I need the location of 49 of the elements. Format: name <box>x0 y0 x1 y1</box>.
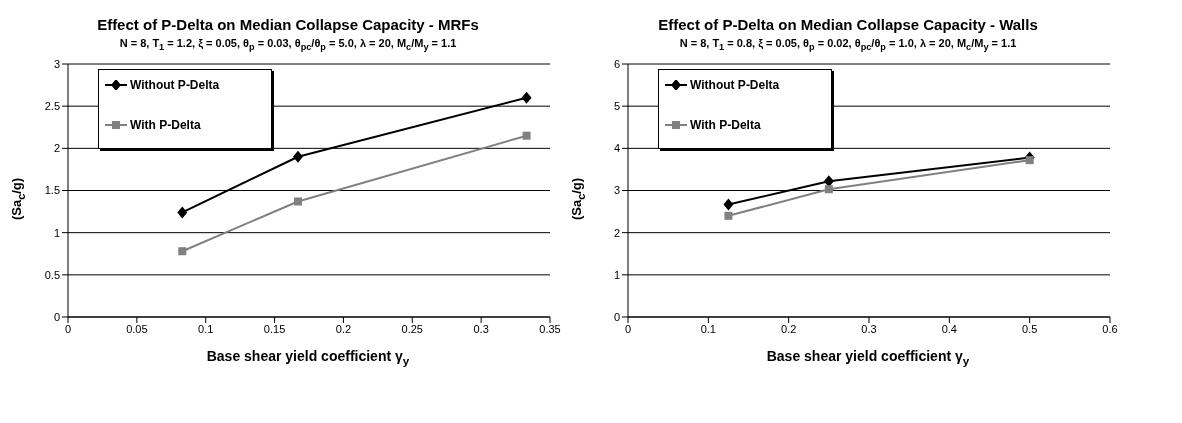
y-tick-label: 0.5 <box>44 268 60 281</box>
point <box>293 197 302 206</box>
point <box>292 150 303 163</box>
x-tick-label: 0 <box>64 323 72 335</box>
x-tick-label: 0.2 <box>781 323 797 335</box>
point <box>522 131 531 140</box>
chart-title: Effect of P-Delta on Median Collapse Capacity - MRFs <box>96 16 480 33</box>
y-tick-label: 6 <box>613 58 620 71</box>
y-tick-label: 2 <box>53 142 60 155</box>
legend-label: With P-Delta <box>690 118 761 133</box>
legend-label: With P-Delta <box>130 118 201 133</box>
point <box>521 91 532 104</box>
x-tick-label: 0.6 <box>1102 323 1118 335</box>
point <box>1025 156 1034 165</box>
x-tick-label: 0.1 <box>198 323 214 335</box>
x-tick-label: 0.3 <box>473 323 489 335</box>
x-tick-label: 0.4 <box>941 323 957 335</box>
x-tick-label: 0.2 <box>335 323 352 335</box>
y-tick-label: 0 <box>613 311 620 324</box>
x-axis-title: Base shear yield coefficient γ$_{y}$ <box>205 348 411 367</box>
point <box>177 206 188 219</box>
y-tick-label: 5 <box>613 100 620 113</box>
y-tick-label: 4 <box>613 142 620 155</box>
x-tick-label: 0.05 <box>126 323 148 335</box>
point <box>178 247 187 256</box>
y-tick-label: 1 <box>53 226 60 239</box>
x-tick-label: 0 <box>624 323 632 335</box>
legend-label: Without P-Delta <box>690 78 780 93</box>
legend-label: Without P-Delta <box>130 78 220 93</box>
y-tick-label: 3 <box>53 58 60 71</box>
x-tick-label: 0.1 <box>700 323 716 335</box>
x-tick-label: 0.25 <box>401 323 423 335</box>
y-tick-label: 1.5 <box>44 184 60 197</box>
y-tick-label: 3 <box>613 184 620 197</box>
x-axis-title: Base shear yield coefficient γ$_{y}$ <box>765 348 971 367</box>
x-tick-label: 0.15 <box>263 323 286 335</box>
y-tick-label: 2 <box>613 226 620 239</box>
text: N = 8, T$_{1}$ = 1.2, ξ = 0.05, θ$_{p}$ = 0.03, θ$_{pc}$/θ$_{p}$ = 5.0, λ = 20, M$_{c}$/M$_{y}$ = 1.1 <box>119 37 457 53</box>
point <box>723 198 734 211</box>
point <box>824 185 833 194</box>
chart-title: Effect of P-Delta on Median Collapse Capacity - Walls <box>657 16 1039 33</box>
point <box>724 211 733 220</box>
x-tick-label: 0.5 <box>1022 323 1038 335</box>
text: N = 8, T$_{1}$ = 0.8, ξ = 0.05, θ$_{p}$ = 0.02, θ$_{pc}$/θ$_{p}$ = 1.0, λ = 20, M$_{c}$/M$_{y}$ = 1.1 <box>679 37 1017 53</box>
y-tick-label: 2.5 <box>44 100 60 113</box>
y-tick-label: 1 <box>613 268 620 281</box>
y-tick-label: 0 <box>53 311 60 324</box>
x-tick-label: 0.3 <box>861 323 877 335</box>
x-tick-label: 0.35 <box>539 323 561 335</box>
